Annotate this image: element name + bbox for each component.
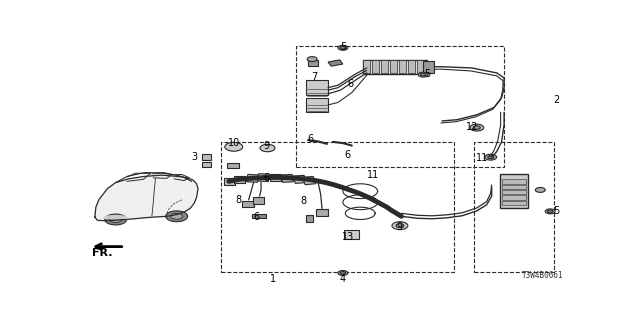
Circle shape [396,224,404,228]
Bar [502,195,526,200]
Bar [502,185,526,189]
Circle shape [484,154,497,160]
Bar [417,60,424,73]
Bar [303,176,316,185]
Bar [502,201,526,205]
Circle shape [166,211,188,222]
Bar [390,60,397,73]
Text: 5: 5 [424,69,430,79]
Text: 12: 12 [466,122,478,132]
Bar [252,214,266,218]
Bar [234,176,245,183]
Circle shape [488,156,493,159]
Bar [242,201,253,207]
Text: T3W4B0661: T3W4B0661 [522,271,564,280]
Bar [225,178,236,185]
Text: 1: 1 [270,274,276,284]
Text: 13: 13 [342,232,354,242]
Bar [474,142,554,273]
Bar [328,60,343,66]
Text: 6: 6 [345,150,351,160]
Text: 5: 5 [340,42,346,52]
Circle shape [419,72,428,77]
Bar [221,142,454,273]
Text: 2: 2 [553,95,559,105]
Bar [423,60,434,73]
Text: 8: 8 [236,195,242,205]
Text: 11: 11 [476,153,488,163]
Bar [202,162,211,166]
Text: 6: 6 [348,79,353,89]
Bar [381,60,388,73]
Bar [502,190,526,194]
Circle shape [307,57,317,61]
Bar [202,154,211,160]
Bar [306,80,328,95]
Text: FR.: FR. [92,248,113,258]
Text: 11: 11 [367,170,379,180]
Circle shape [545,209,555,214]
Circle shape [340,272,346,274]
Text: 9: 9 [263,140,269,151]
Circle shape [470,124,484,131]
Circle shape [338,45,348,50]
Circle shape [420,73,426,76]
Polygon shape [104,216,128,218]
Bar [500,174,527,208]
Bar [408,60,415,73]
Text: 6: 6 [308,134,314,144]
Bar [257,174,269,181]
Circle shape [547,210,553,213]
Text: 5: 5 [553,206,559,216]
Polygon shape [95,175,198,221]
Text: 4: 4 [340,274,346,284]
Bar [344,230,359,239]
Bar [502,179,526,184]
Circle shape [338,270,348,276]
Bar [281,174,293,182]
Text: 8: 8 [300,196,307,206]
Bar [372,60,379,73]
Bar [271,174,282,181]
Text: 10: 10 [228,138,240,148]
Bar [399,60,406,73]
Text: 6: 6 [263,172,269,183]
Circle shape [225,142,243,151]
Text: 9: 9 [397,222,403,232]
Text: 7: 7 [312,72,317,82]
Bar [308,60,318,67]
Bar [296,46,504,166]
Circle shape [340,46,346,49]
Bar [293,175,306,183]
Circle shape [474,126,480,129]
Bar [253,197,264,204]
Circle shape [171,213,183,219]
Circle shape [109,217,122,222]
Bar [306,98,328,112]
Circle shape [392,222,408,230]
Circle shape [105,214,127,225]
Circle shape [535,188,545,192]
Bar [246,174,259,182]
Text: 6: 6 [253,212,259,222]
Bar [363,60,428,74]
Bar [306,215,312,222]
Circle shape [260,144,275,152]
Bar [316,209,328,216]
Text: 3: 3 [191,152,197,162]
Bar [227,163,239,168]
Bar [364,60,370,73]
